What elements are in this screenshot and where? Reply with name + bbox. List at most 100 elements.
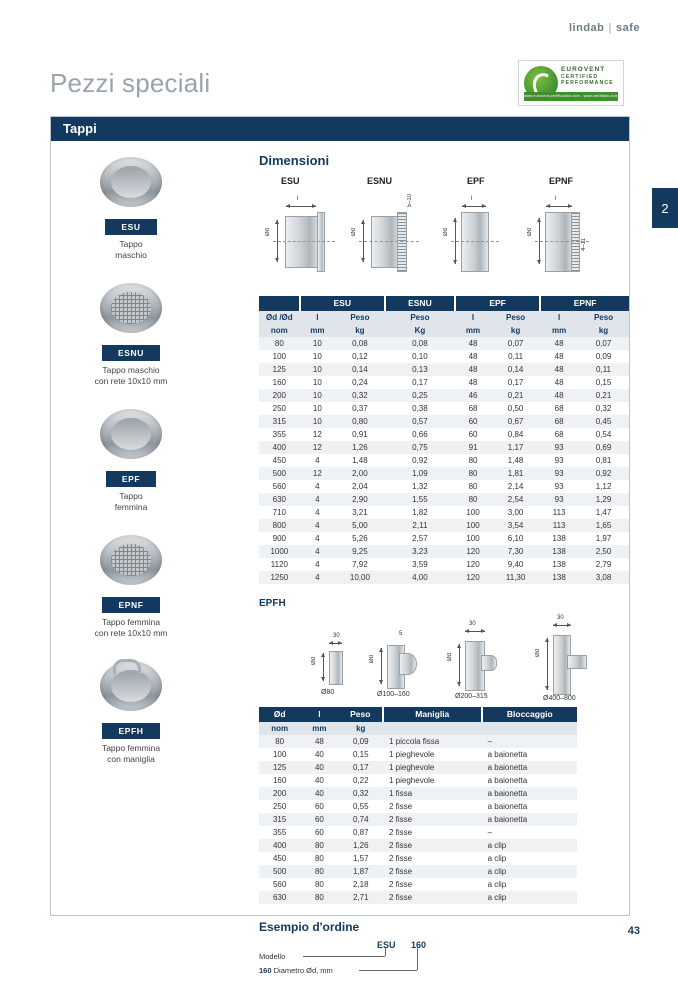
cell: 48	[540, 376, 579, 389]
cell: 2 fisse	[383, 839, 482, 852]
epfh-100-handle	[399, 653, 417, 675]
cell: 1120	[259, 558, 300, 571]
cell: 5,00	[335, 519, 385, 532]
unit-epnf-l: mm	[540, 324, 579, 337]
cell: 100	[259, 350, 300, 363]
cell: 0,32	[578, 402, 629, 415]
cell: 0,07	[491, 337, 541, 350]
cell: 2 fisse	[383, 852, 482, 865]
cell: 7,92	[335, 558, 385, 571]
table-row: 500 80 1,87 2 fisse a clip	[259, 865, 577, 878]
chapter-tab[interactable]: 2	[652, 188, 678, 228]
cell: 4	[299, 532, 336, 545]
sub-epnf-l: l	[540, 311, 579, 324]
order-code-model: ESU	[377, 940, 396, 950]
table-row: 315 10 0,80 0,57 60 0,67 68 0,45	[259, 415, 629, 428]
brand-word: safe	[615, 22, 640, 34]
product-tag: ESNU	[101, 345, 161, 361]
unit-epf-peso: kg	[491, 324, 541, 337]
table-row: 400 12 1,26 0,75 91 1,17 93 0,69	[259, 441, 629, 454]
cell: 560	[259, 878, 301, 891]
cell: 10	[299, 376, 336, 389]
cell: 100	[455, 506, 492, 519]
drawing-label-epf: EPF	[467, 176, 485, 186]
eurovent-footer: www.eurovent-certification.com - www.cer…	[524, 92, 618, 101]
cell: 1,48	[491, 454, 541, 467]
cell: 80	[455, 454, 492, 467]
cell: 0,17	[338, 761, 383, 774]
cell: 2 fisse	[383, 800, 482, 813]
cell: 12	[299, 428, 336, 441]
cell: 0,25	[384, 389, 456, 402]
cell: 6,10	[491, 532, 541, 545]
cell: 0,32	[338, 787, 383, 800]
dimensions-table: ESU ESNU EPF EPNF Ød /Ød l Peso Peso l P…	[259, 296, 629, 584]
cell: 0,45	[578, 415, 629, 428]
cell: 900	[259, 532, 300, 545]
product-item: EPFH Tappo femmina con maniglia	[51, 655, 211, 765]
cell: 4	[299, 493, 336, 506]
table-row: 250 60 0,55 2 fisse a baionetta	[259, 800, 577, 813]
order-label-diameter-rest: Diametro Ød, mm	[273, 966, 333, 975]
table-row: 355 60 0,87 2 fisse –	[259, 826, 577, 839]
drawing-esnu-body	[371, 216, 401, 268]
brand-separator: |	[608, 22, 612, 34]
cell: 113	[540, 506, 579, 519]
cell: 1,09	[384, 467, 456, 480]
cell: 80	[300, 865, 339, 878]
brand-header: lindab | safe	[569, 22, 640, 34]
epfh-head-od: Ødֺ	[259, 707, 301, 722]
cell: 3,54	[491, 519, 541, 532]
cell: 100	[455, 532, 492, 545]
cell: 315	[259, 415, 300, 428]
table-row: 125 10 0,14 0,13 48 0,14 48 0,11	[259, 363, 629, 376]
table-row: 800 4 5,00 2,11 100 3,54 113 1,65	[259, 519, 629, 532]
dimensioni-heading: Dimensioni	[259, 153, 330, 168]
cell: 10	[299, 402, 336, 415]
drawings-row: ESU l Ød ESNU Ød 5–10 EPF	[259, 176, 629, 296]
order-label-diameter: 160 Diametro Ød, mm	[259, 966, 333, 975]
cell: 1,48	[335, 454, 385, 467]
cell: 4	[299, 506, 336, 519]
epfh-table-body: 80 48 0,09 1 piccola fissa – 100 40 0,15 1 pieg…	[259, 735, 577, 904]
cell: 0,91	[335, 428, 385, 441]
cell: 0,09	[338, 735, 383, 748]
content-frame: Tappi ESU Tappo maschio ESNU Tappo maschi…	[50, 116, 630, 975]
cell: 125	[259, 761, 301, 774]
drawing-epnf-body	[545, 212, 575, 272]
epfh-200-d-label: Ød	[447, 653, 453, 662]
epfh-unit-bloccaggio	[481, 722, 577, 735]
cell: 1,57	[338, 852, 383, 865]
table-row: 315 60 0,74 2 fisse a baionetta	[259, 813, 577, 826]
cell: 100	[455, 519, 492, 532]
cell: 1,26	[338, 839, 383, 852]
unit-esnu-peso: Kg	[384, 324, 456, 337]
cap-male-mesh-icon	[94, 277, 168, 339]
cell: 48	[540, 337, 579, 350]
cell: 1,55	[384, 493, 456, 506]
cell: 4	[299, 558, 336, 571]
cell: 12	[299, 441, 336, 454]
epfh-100-thickness-label: 5	[399, 631, 403, 637]
cell: 2,00	[335, 467, 385, 480]
cell: 48	[455, 350, 492, 363]
sub-epf-l: l	[455, 311, 492, 324]
cell: 200	[259, 787, 301, 800]
epfh-200-l-label: 30	[469, 621, 476, 627]
dimensions-table-body: 80 10 0,08 0,08 48 0,07 48 0,07 100 10 0,12 0,10 48…	[259, 337, 629, 584]
table-row: 250 10 0,37 0,38 68 0,50 68 0,32	[259, 402, 629, 415]
table-row: 710 4 3,21 1,82 100 3,00 113 1,47	[259, 506, 629, 519]
cell: 0,92	[578, 467, 629, 480]
epfh-header-row: Ødֺ l Peso Maniglia Bloccaggio	[259, 707, 577, 722]
epfh-100-d-arrow	[379, 648, 383, 684]
table-row: 1000 4 9,25 3,23 120 7,30 138 2,50	[259, 545, 629, 558]
cell: 0,66	[384, 428, 456, 441]
cell: 355	[259, 428, 300, 441]
cell: 48	[455, 376, 492, 389]
drawing-epnf-mesh	[571, 212, 580, 272]
unit-epf-l: mm	[455, 324, 492, 337]
content-column: Dimensioni ESU l Ød ESNU Ød 5–10	[211, 141, 629, 988]
cell: 2,54	[491, 493, 541, 506]
table-row: 1250 4 10,00 4,00 120 11,30 138 3,08	[259, 571, 629, 584]
drawing-epnf-l-label: l	[555, 196, 557, 202]
